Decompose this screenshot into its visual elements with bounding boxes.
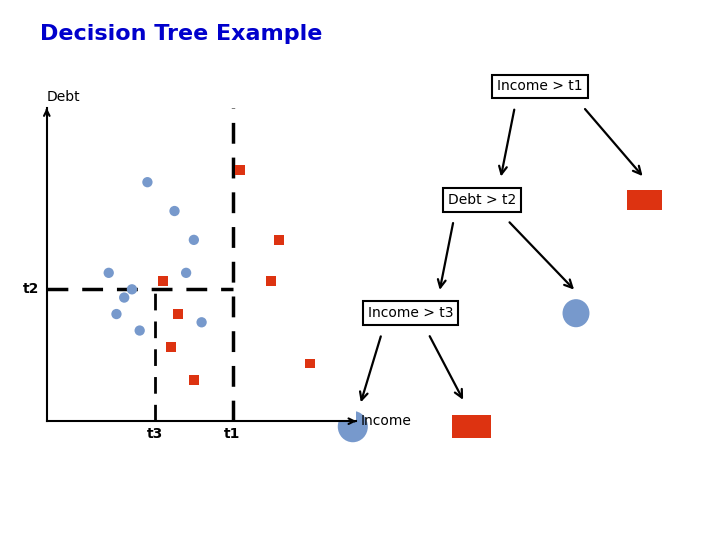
Point [111, 310, 122, 319]
Text: t1: t1 [225, 427, 240, 441]
Ellipse shape [338, 411, 368, 442]
Text: Debt: Debt [47, 90, 81, 104]
Point [103, 268, 114, 277]
Point [266, 277, 277, 286]
Text: Debt > t2: Debt > t2 [449, 193, 516, 207]
FancyBboxPatch shape [627, 190, 662, 210]
Point [273, 235, 284, 244]
Point [142, 178, 153, 186]
Point [173, 310, 184, 319]
Text: Income > t1: Income > t1 [498, 79, 582, 93]
Text: t2: t2 [23, 282, 39, 296]
Point [188, 235, 199, 244]
Point [180, 268, 192, 277]
Text: Income: Income [360, 414, 411, 428]
Ellipse shape [562, 299, 590, 327]
FancyBboxPatch shape [452, 415, 492, 438]
Text: Income > t3: Income > t3 [368, 306, 453, 320]
Point [157, 277, 168, 286]
Text: t3: t3 [147, 427, 163, 441]
Point [188, 376, 199, 384]
Point [304, 359, 315, 368]
Point [134, 326, 145, 335]
Text: Decision Tree Example: Decision Tree Example [40, 24, 322, 44]
Point [168, 207, 180, 215]
Point [196, 318, 207, 327]
Point [118, 293, 130, 302]
Point [126, 285, 138, 294]
Point [235, 165, 246, 174]
Point [165, 343, 176, 352]
